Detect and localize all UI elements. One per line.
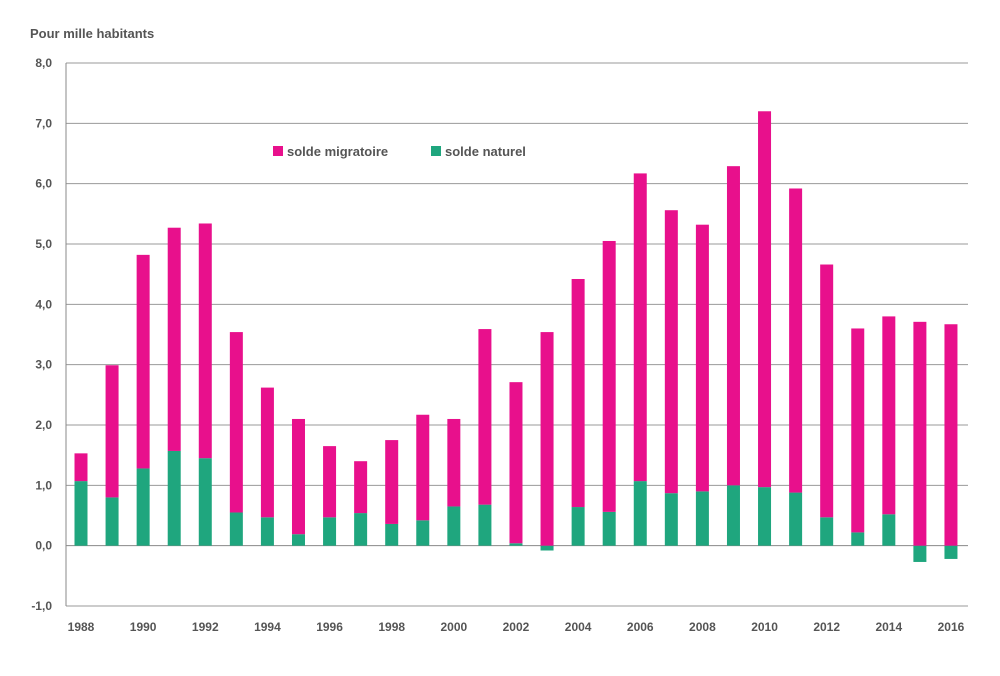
bar-solde-naturel-1989 bbox=[105, 497, 119, 546]
bar-solde-migratoire-2011 bbox=[789, 188, 803, 493]
bar-solde-migratoire-1990 bbox=[136, 254, 150, 469]
x-tick-label: 1992 bbox=[192, 620, 219, 634]
y-axis-ticks: -1,0 0,0 1,0 2,0 3,0 4,0 5,0 6,0 7,0 8,0 bbox=[31, 56, 52, 613]
bar-solde-naturel-1996 bbox=[323, 517, 337, 546]
bar-solde-naturel-2010 bbox=[758, 487, 772, 546]
bar-solde-naturel-1990 bbox=[136, 468, 150, 546]
bar-solde-migratoire-1997 bbox=[354, 461, 368, 514]
bar-solde-migratoire-2012 bbox=[820, 264, 834, 518]
x-tick-label: 1990 bbox=[130, 620, 157, 634]
x-tick-label: 2002 bbox=[503, 620, 530, 634]
x-tick-label: 2016 bbox=[938, 620, 965, 634]
bar-solde-migratoire-1996 bbox=[323, 446, 337, 518]
y-tick-label: -1,0 bbox=[31, 599, 52, 613]
bar-solde-migratoire-1993 bbox=[229, 332, 243, 513]
bar-solde-migratoire-1988 bbox=[74, 453, 88, 482]
bar-solde-naturel-2002 bbox=[509, 543, 523, 546]
bar-solde-migratoire-2009 bbox=[726, 166, 740, 486]
bar-solde-naturel-2014 bbox=[882, 514, 896, 546]
bar-solde-naturel-2013 bbox=[851, 532, 865, 546]
bar-solde-migratoire-2007 bbox=[664, 210, 678, 494]
bar-solde-migratoire-2004 bbox=[571, 278, 585, 508]
bar-solde-migratoire-1999 bbox=[416, 414, 430, 521]
bar-solde-migratoire-2002 bbox=[509, 382, 523, 544]
bar-solde-naturel-1994 bbox=[260, 517, 274, 546]
bars bbox=[74, 111, 958, 562]
bar-solde-migratoire-2013 bbox=[851, 328, 865, 533]
bar-solde-migratoire-2001 bbox=[478, 329, 492, 505]
x-tick-label: 2008 bbox=[689, 620, 716, 634]
x-tick-label: 2012 bbox=[813, 620, 840, 634]
bar-solde-migratoire-2016 bbox=[944, 324, 958, 546]
bar-solde-naturel-2012 bbox=[820, 517, 834, 546]
y-tick-label: 4,0 bbox=[35, 297, 52, 311]
y-tick-label: 1,0 bbox=[35, 478, 52, 492]
x-tick-label: 1988 bbox=[68, 620, 95, 634]
y-axis-unit-label: Pour mille habitants bbox=[30, 26, 154, 41]
y-tick-label: 7,0 bbox=[35, 116, 52, 130]
bar-solde-naturel-1992 bbox=[198, 458, 212, 546]
y-tick-label: 5,0 bbox=[35, 237, 52, 251]
bar-solde-naturel-2007 bbox=[664, 493, 678, 546]
bar-solde-naturel-2005 bbox=[602, 511, 616, 546]
x-axis-ticks: 1988 1990 1992 1994 1996 1998 2000 2002 2004 2006… bbox=[68, 620, 965, 634]
x-tick-label: 2014 bbox=[875, 620, 902, 634]
x-tick-label: 1998 bbox=[378, 620, 405, 634]
bar-solde-migratoire-2015 bbox=[913, 321, 927, 546]
bar-solde-migratoire-1991 bbox=[167, 227, 181, 451]
bar-solde-migratoire-1998 bbox=[385, 440, 399, 524]
x-tick-label: 2006 bbox=[627, 620, 654, 634]
bar-solde-migratoire-1995 bbox=[291, 418, 305, 535]
y-tick-label: 0,0 bbox=[35, 539, 52, 553]
bar-solde-naturel-1999 bbox=[416, 520, 430, 546]
y-tick-label: 8,0 bbox=[35, 56, 52, 70]
x-tick-label: 1994 bbox=[254, 620, 281, 634]
bar-solde-naturel-2015 bbox=[913, 545, 927, 562]
legend-swatch-solde-naturel bbox=[431, 146, 441, 156]
y-tick-label: 6,0 bbox=[35, 177, 52, 191]
bar-solde-migratoire-2003 bbox=[540, 332, 554, 546]
bar-solde-naturel-1995 bbox=[291, 534, 305, 546]
legend-label-solde-naturel: solde naturel bbox=[445, 144, 526, 159]
bar-solde-migratoire-2005 bbox=[602, 240, 616, 512]
bar-solde-naturel-2003 bbox=[540, 545, 554, 551]
gridlines bbox=[65, 62, 968, 607]
bar-solde-naturel-2006 bbox=[633, 481, 647, 546]
legend-swatch-solde-migratoire bbox=[273, 146, 283, 156]
bar-solde-naturel-2011 bbox=[789, 492, 803, 546]
bar-solde-naturel-1993 bbox=[229, 512, 243, 546]
bar-solde-naturel-2001 bbox=[478, 504, 492, 546]
bar-solde-migratoire-2008 bbox=[695, 224, 709, 492]
legend-label-solde-migratoire: solde migratoire bbox=[287, 144, 388, 159]
bar-solde-migratoire-1989 bbox=[105, 365, 119, 498]
y-tick-label: 2,0 bbox=[35, 418, 52, 432]
bar-solde-naturel-2004 bbox=[571, 507, 585, 546]
bar-solde-naturel-2000 bbox=[447, 506, 461, 546]
bar-solde-naturel-1988 bbox=[74, 481, 88, 546]
x-tick-label: 1996 bbox=[316, 620, 343, 634]
bar-solde-migratoire-2014 bbox=[882, 316, 896, 515]
bar-solde-naturel-2008 bbox=[695, 491, 709, 546]
bar-solde-migratoire-1994 bbox=[260, 387, 274, 518]
bar-solde-naturel-2009 bbox=[726, 485, 740, 546]
legend: solde migratoire solde naturel bbox=[273, 144, 526, 159]
bar-solde-naturel-1991 bbox=[167, 450, 181, 546]
bar-solde-migratoire-2010 bbox=[758, 111, 772, 488]
bar-solde-naturel-1997 bbox=[354, 513, 368, 546]
x-tick-label: 2004 bbox=[565, 620, 592, 634]
bar-solde-naturel-1998 bbox=[385, 523, 399, 546]
x-tick-label: 2010 bbox=[751, 620, 778, 634]
bar-solde-migratoire-1992 bbox=[198, 223, 212, 459]
bar-solde-migratoire-2000 bbox=[447, 418, 461, 507]
y-tick-label: 3,0 bbox=[35, 358, 52, 372]
bar-solde-naturel-2016 bbox=[944, 545, 958, 559]
x-tick-label: 2000 bbox=[440, 620, 467, 634]
bar-solde-migratoire-2006 bbox=[633, 173, 647, 482]
